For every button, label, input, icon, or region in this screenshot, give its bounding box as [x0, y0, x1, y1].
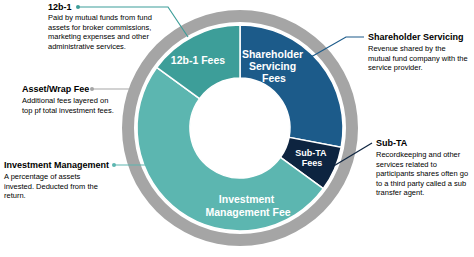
text-line: top pf total investment fees.	[22, 106, 114, 115]
slice-label: Investment Management Fee	[205, 193, 290, 218]
text-line: mutual fund company with the	[368, 54, 470, 63]
text-line: Fees	[302, 158, 323, 168]
outer-ring	[122, 10, 358, 246]
text-line: assets for broker commissions,	[48, 23, 153, 32]
text-line: Sub-TA	[295, 148, 329, 158]
text-line: Shareholder	[242, 48, 306, 60]
text-line: invested. Deducted from the	[4, 182, 100, 191]
callout-line	[92, 88, 133, 89]
text-line: services related to	[376, 160, 439, 169]
annotation-title: Shareholder Servicing	[368, 32, 464, 42]
callout-line	[114, 164, 150, 165]
annotation-text: Paid by mutual funds from fund assets fo…	[48, 13, 154, 51]
text-line: Additional fees layered on	[22, 96, 110, 105]
text-line: service provider.	[368, 63, 423, 72]
text-line: Management Fee	[205, 206, 290, 218]
text-line: transfer agent.	[376, 188, 424, 197]
callout-dot	[76, 5, 80, 9]
annotation-title: 12b-1	[48, 2, 72, 12]
slices	[137, 25, 343, 231]
text-line: marketing expenses and other	[48, 32, 151, 41]
text-line: 12b-1 Fees	[171, 54, 225, 66]
text-line: A percentage of assets	[4, 172, 82, 181]
slice-label: Shareholder Servicing Fees	[242, 48, 306, 84]
annotation-text: Additional fees layered on top pf total …	[22, 96, 114, 115]
callout-line	[311, 37, 364, 57]
chart: Shareholder Servicing FeesSub-TA FeesInv…	[0, 0, 474, 257]
callout-dot	[309, 55, 313, 59]
text-line: administrative services.	[48, 42, 126, 51]
text-line: Recordkeeping and other	[376, 150, 462, 159]
text-line: to a third party called a sub	[376, 179, 468, 188]
text-line: Paid by mutual funds from fund	[48, 13, 154, 22]
callout-line	[332, 143, 372, 167]
slice	[240, 25, 343, 147]
annotation-text: Revenue shared by the mutual fund compan…	[368, 44, 470, 72]
callout-dot	[330, 165, 334, 169]
annotation-title: Investment Management	[4, 160, 109, 170]
annotation-text: A percentage of assets invested. Deducte…	[4, 172, 100, 200]
annotation-title: Asset/Wrap Fee	[22, 84, 89, 94]
text-line: Revenue shared by the	[368, 44, 448, 53]
text-line: participants shares often go	[376, 169, 470, 178]
text-line: return.	[4, 191, 26, 200]
slice-label: Sub-TA Fees	[295, 148, 329, 168]
text-line: Fees	[262, 72, 286, 84]
text-line: Investment	[219, 193, 277, 205]
callout-dot	[112, 163, 116, 167]
annotation-title: Sub-TA	[376, 138, 408, 148]
slice-label: 12b-1 Fees	[171, 54, 225, 66]
callout-dot	[90, 87, 94, 91]
annotation-text: Recordkeeping and other services related…	[376, 150, 470, 197]
text-line: Servicing	[249, 60, 299, 72]
slice	[157, 25, 240, 99]
